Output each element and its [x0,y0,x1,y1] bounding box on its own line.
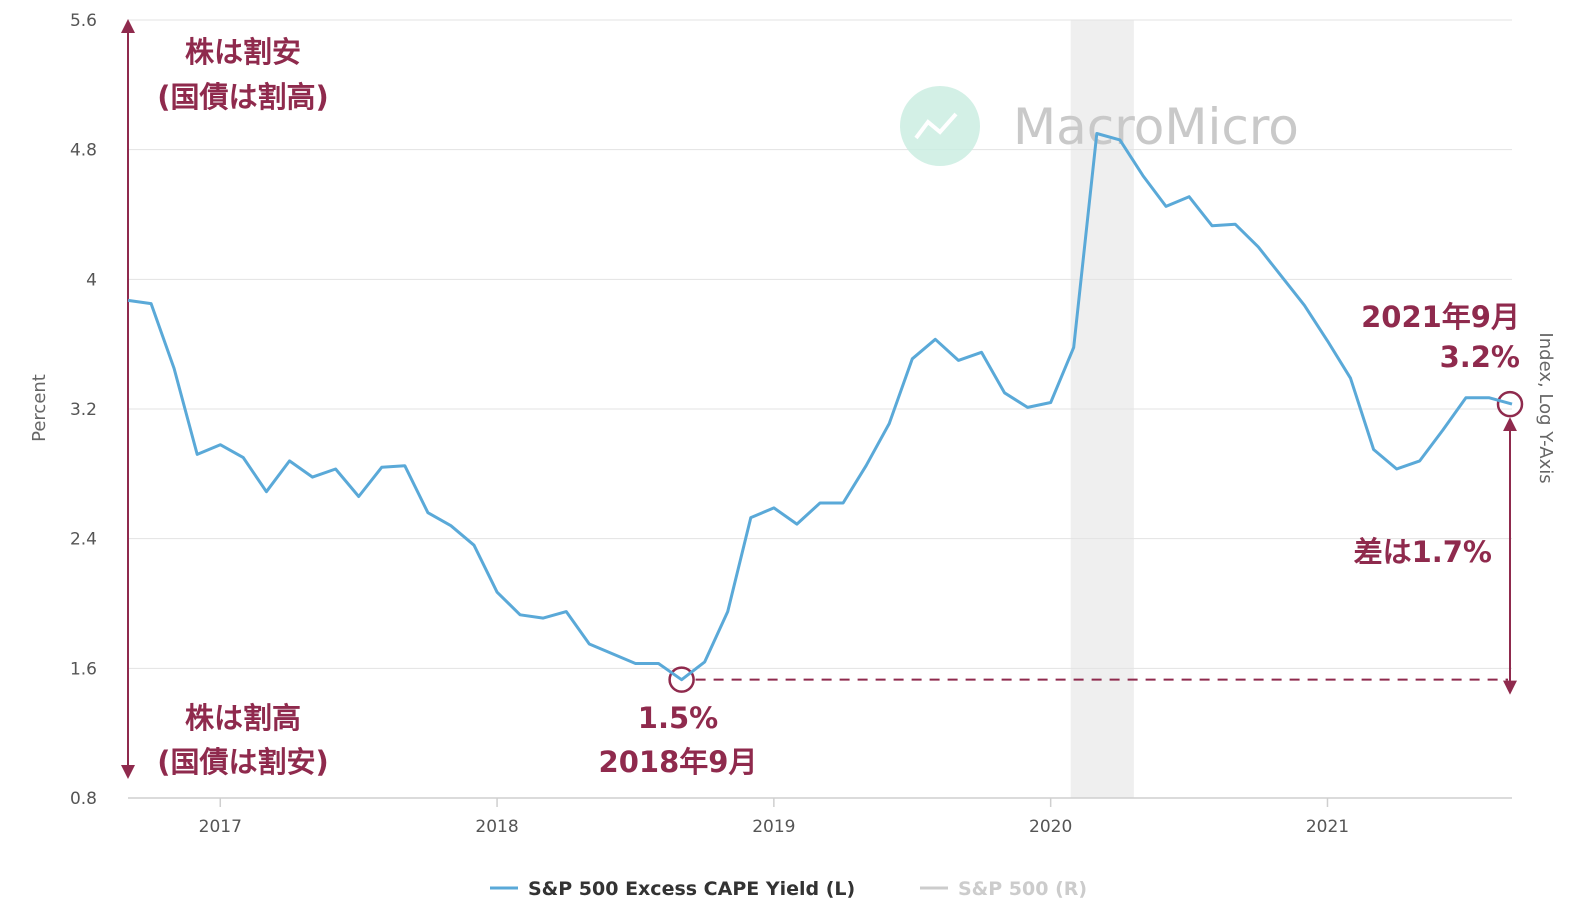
data-points [126,131,1514,681]
annotation-latest-date: 2021年9月 [1361,300,1520,334]
annotation-low-value: 1.5% [638,701,718,735]
chart-trend-logo-icon [900,86,980,166]
legend-label-excess-cape: S&P 500 Excess CAPE Yield (L) [528,878,855,900]
annotation-bottom-left-line2: (国債は割安) [157,745,329,779]
annotation-top-left-line2: (国債は割高) [157,80,329,114]
y-tick-label-5.6: 5.6 [70,11,97,31]
x-tick-label-2020: 2020 [1029,817,1072,837]
x-axis-ticks: 2017 2018 2019 2020 2021 [199,798,1349,837]
x-tick-label-2018: 2018 [475,817,518,837]
y-tick-label-1.6: 1.6 [70,659,97,679]
y-tick-label-2.4: 2.4 [70,530,97,550]
y-tick-label-0.8: 0.8 [70,789,97,809]
y-axis-title: Percent [29,374,50,442]
legend-item-sp500[interactable]: S&P 500 (R) [920,878,1087,900]
x-tick-label-2019: 2019 [752,817,795,837]
grid-lines [128,19,1512,799]
x-tick-label-2017: 2017 [199,817,242,837]
annotation-difference: 差は1.7% [1354,535,1492,569]
y-axis-ticks: 0.8 1.6 2.4 3.2 4 4.8 5.6 [70,11,97,809]
y2-axis-title: Index, Log Y-Axis [1535,332,1556,483]
annotation-low-date: 2018年9月 [599,745,758,779]
low-point-marker [668,666,695,693]
annotation-top-left-line1: 株は割安 [185,35,301,69]
latest-point-marker [1496,390,1524,418]
x-tick-label-2021: 2021 [1306,817,1349,837]
watermark-text: MacroMicro [1013,98,1299,156]
legend-item-excess-cape[interactable]: S&P 500 Excess CAPE Yield (L) [490,878,855,900]
annotation-latest-value: 3.2% [1440,340,1520,374]
y-tick-label-4: 4 [86,270,97,290]
annotation-bottom-left-line1: 株は割高 [185,701,301,735]
y-tick-label-4.8: 4.8 [70,141,97,161]
legend-label-sp500: S&P 500 (R) [958,878,1087,900]
legend: S&P 500 Excess CAPE Yield (L) S&P 500 (R… [490,878,1087,900]
annotation-marks [121,19,1524,779]
y-tick-label-3.2: 3.2 [70,400,97,420]
logo-trend-mark [914,112,958,140]
series-line-excess-cape-yield[interactable] [127,132,1513,682]
watermark: MacroMicro [900,86,1299,166]
